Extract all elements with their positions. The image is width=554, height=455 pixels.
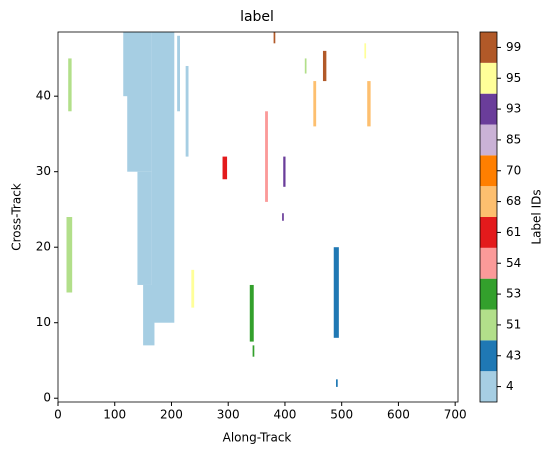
- plot-frame: [57, 31, 459, 403]
- colorbar-swatch: [480, 217, 497, 248]
- chart-title: label: [240, 9, 274, 25]
- y-tick-label: 30: [36, 164, 51, 178]
- colorbar-swatch: [480, 62, 497, 94]
- colorbar-swatch: [480, 155, 497, 187]
- colorbar-tick-label: 95: [506, 71, 521, 85]
- x-tick-label: 600: [387, 408, 410, 422]
- x-tick-label: 300: [217, 408, 240, 422]
- cell: [282, 213, 284, 221]
- y-axis-label: Cross-Track: [10, 183, 24, 251]
- x-tick-label: 500: [330, 408, 353, 422]
- x-tick-label: 200: [160, 408, 183, 422]
- colorbar-tick-label: 43: [506, 348, 521, 362]
- cell: [265, 111, 268, 202]
- y-tick-label: 0: [43, 391, 51, 405]
- cell: [333, 247, 339, 338]
- colorbar-swatch: [480, 371, 497, 402]
- cell: [222, 156, 228, 180]
- y-tick-label: 40: [36, 89, 51, 103]
- cell: [68, 58, 72, 112]
- x-axis-label: Along-Track: [223, 431, 292, 445]
- cell: [137, 171, 152, 285]
- colorbar-frame: [479, 31, 498, 403]
- colorbar-tick-label: 54: [506, 256, 521, 270]
- cell: [304, 58, 307, 74]
- colorbar-label: Label IDs: [530, 189, 544, 244]
- cell: [66, 217, 73, 293]
- colorbar-swatch: [480, 93, 497, 125]
- colorbar-swatch: [480, 247, 497, 279]
- colorbar-tick-label: 99: [506, 40, 521, 54]
- y-tick-label: 20: [36, 240, 51, 254]
- cell: [151, 32, 175, 323]
- colorbar-swatch: [480, 278, 497, 310]
- cell: [127, 32, 152, 172]
- cell: [336, 379, 338, 387]
- cell: [364, 43, 367, 59]
- x-tick-label: 700: [444, 408, 467, 422]
- colorbar-swatch: [480, 309, 497, 341]
- colorbar-swatch: [480, 32, 497, 63]
- colorbar-tick-label: 93: [506, 102, 521, 116]
- colorbar-tick-label: 51: [506, 317, 521, 331]
- cell: [313, 81, 317, 127]
- colorbar-swatch: [480, 186, 497, 217]
- y-tick-label: 10: [36, 315, 51, 329]
- cell: [367, 81, 371, 127]
- cell: [322, 50, 327, 82]
- cell: [252, 345, 255, 357]
- x-tick-label: 100: [103, 408, 126, 422]
- cell: [185, 65, 189, 157]
- colorbar-tick-label: 4: [506, 379, 514, 393]
- cell: [177, 35, 180, 112]
- colorbar-tick-label: 53: [506, 287, 521, 301]
- colorbar-tick-label: 61: [506, 225, 521, 239]
- colorbar-tick-label: 70: [506, 163, 521, 177]
- x-tick-label: 400: [273, 408, 296, 422]
- cell: [123, 32, 129, 97]
- cell: [283, 156, 286, 187]
- cell: [249, 284, 254, 342]
- cell: [143, 284, 155, 346]
- cell: [191, 269, 195, 308]
- colorbar-swatch: [480, 340, 497, 372]
- cell: [273, 32, 276, 44]
- x-tick-label: 0: [54, 408, 62, 422]
- colorbar-tick-label: 85: [506, 132, 521, 146]
- colorbar-tick-label: 68: [506, 194, 521, 208]
- colorbar-swatch: [480, 124, 497, 156]
